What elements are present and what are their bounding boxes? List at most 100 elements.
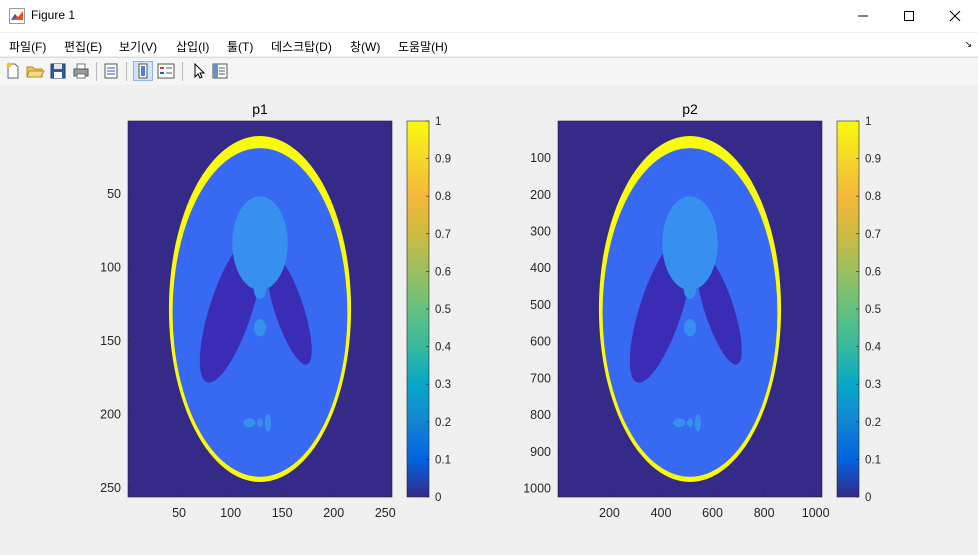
x-tick-label: 400 — [651, 506, 672, 520]
y-tick-label: 400 — [530, 261, 551, 275]
menu-file[interactable]: 파일(F) — [9, 40, 47, 54]
toolbar-separator — [182, 62, 183, 81]
minimize-icon — [858, 15, 868, 17]
colorbar-tick-label: 0.4 — [865, 342, 882, 354]
upper-lobe — [662, 196, 718, 291]
y-tick-label: 150 — [100, 334, 121, 348]
y-tick-label: 50 — [107, 187, 121, 201]
minimize-button[interactable] — [840, 0, 886, 32]
right-ventricle — [266, 253, 312, 365]
small-spot — [683, 281, 697, 299]
property-inspector-icon — [212, 63, 228, 79]
x-tick-label: 200 — [323, 506, 344, 520]
y-tick-label: 700 — [530, 371, 551, 385]
colorbar-tick-label: 0.2 — [435, 417, 451, 429]
small-spot — [694, 414, 701, 432]
x-tick-label: 50 — [172, 506, 186, 520]
axes-frame — [557, 120, 823, 498]
colorbar-tick-label: 0.9 — [435, 154, 451, 166]
print-button[interactable] — [71, 61, 91, 81]
y-tick-label: 600 — [530, 335, 551, 349]
small-spot — [243, 418, 256, 428]
legend-toggle-icon — [157, 63, 175, 79]
colorbar-tick-label: 0.1 — [865, 454, 881, 466]
menu-edit[interactable]: 편집(E) — [64, 40, 103, 54]
small-spot — [683, 319, 697, 337]
colorbar-toggle-icon — [138, 63, 148, 79]
menu-help[interactable]: 도움말(H) — [398, 40, 448, 54]
small-spot — [686, 418, 694, 428]
colorbar-tick-label: 1 — [865, 116, 871, 128]
close-button[interactable] — [932, 0, 978, 32]
colorbar — [837, 121, 859, 497]
menu-bar: 파일(F) 편집(E) 보기(V) 삽입(I) 툴(T) 데스크탑(D) 창(W… — [0, 33, 978, 56]
y-tick-label: 300 — [530, 224, 551, 238]
upper-lobe — [232, 196, 288, 291]
axes-title: p2 — [682, 101, 698, 117]
menu-tools[interactable]: 툴(T) — [227, 40, 254, 54]
legend-toggle-button[interactable] — [156, 61, 176, 81]
menu-desktop[interactable]: 데스크탑(D) — [271, 40, 332, 54]
toolbar-separator — [126, 62, 127, 81]
small-spot — [673, 418, 686, 428]
window-title: Figure 1 — [31, 8, 76, 22]
colorbar-tick-label: 0.7 — [865, 229, 881, 241]
colorbar-tick-label: 0 — [865, 492, 871, 504]
save-icon — [50, 63, 66, 79]
y-tick-label: 100 — [100, 261, 121, 275]
matlab-icon — [9, 8, 25, 24]
y-tick-label: 1000 — [523, 482, 551, 496]
colorbar-tick-label: 0.9 — [865, 154, 881, 166]
axes-2: p2 200 400 600 800 1000 100 200 300 400 500 600 700 8… — [523, 101, 881, 520]
figure-canvas: p1 50 100 150 200 250 50 100 150 200 250 0 0.1 0.2 0.3… — [0, 85, 978, 550]
colorbar-tick-label: 0 — [435, 492, 441, 504]
colorbar-toggle-button[interactable] — [133, 61, 153, 81]
menu-insert[interactable]: 삽입(I) — [176, 40, 210, 54]
figure-svg: p1 50 100 150 200 250 50 100 150 200 250 0 0.1 0.2 0.3… — [100, 101, 881, 520]
y-tick-label: 900 — [530, 445, 551, 459]
y-tick-label: 200 — [530, 188, 551, 202]
y-tick-label: 200 — [100, 408, 121, 422]
toolbar-separator — [96, 62, 97, 81]
maximize-icon — [904, 11, 914, 21]
close-icon — [949, 10, 961, 22]
colorbar-tick-label: 0.3 — [865, 379, 881, 391]
menu-view[interactable]: 보기(V) — [119, 40, 158, 54]
open-file-icon — [26, 66, 45, 78]
property-inspector-button[interactable] — [210, 61, 230, 81]
colorbar-tick-label: 0.3 — [435, 379, 451, 391]
save-button[interactable] — [48, 61, 68, 81]
colorbar — [407, 121, 429, 497]
maximize-button[interactable] — [886, 0, 932, 32]
y-tick-label: 100 — [530, 151, 551, 165]
axes-title: p1 — [252, 101, 268, 117]
title-bar: Figure 1 — [0, 0, 978, 32]
x-tick-label: 150 — [272, 506, 293, 520]
y-tick-label: 800 — [530, 408, 551, 422]
x-tick-label: 200 — [599, 506, 620, 520]
print-preview-button[interactable] — [101, 61, 121, 81]
colorbar-tick-label: 0.1 — [435, 454, 451, 466]
print-icon — [73, 63, 89, 79]
new-figure-button[interactable] — [3, 61, 23, 81]
pointer-button[interactable] — [188, 61, 208, 81]
brain-body — [172, 148, 348, 477]
x-tick-label: 1000 — [802, 506, 830, 520]
print-preview-icon — [104, 63, 118, 79]
right-ventricle — [696, 253, 742, 365]
colorbar-tick-label: 0.8 — [435, 191, 451, 203]
colorbar-tick-label: 1 — [435, 116, 441, 128]
colorbar-tick-label: 0.6 — [865, 266, 881, 278]
y-tick-label: 250 — [100, 481, 121, 495]
menu-window[interactable]: 창(W) — [350, 40, 381, 54]
small-spot — [264, 414, 271, 432]
x-tick-label: 250 — [375, 506, 396, 520]
colorbar-tick-label: 0.2 — [865, 417, 881, 429]
open-file-button[interactable] — [25, 61, 45, 81]
x-tick-label: 600 — [702, 506, 723, 520]
x-tick-label: 800 — [754, 506, 775, 520]
small-spot — [253, 281, 267, 299]
pointer-icon — [194, 62, 206, 79]
x-tick-label: 100 — [220, 506, 241, 520]
dock-arrow-icon[interactable]: ↘ — [964, 39, 972, 49]
